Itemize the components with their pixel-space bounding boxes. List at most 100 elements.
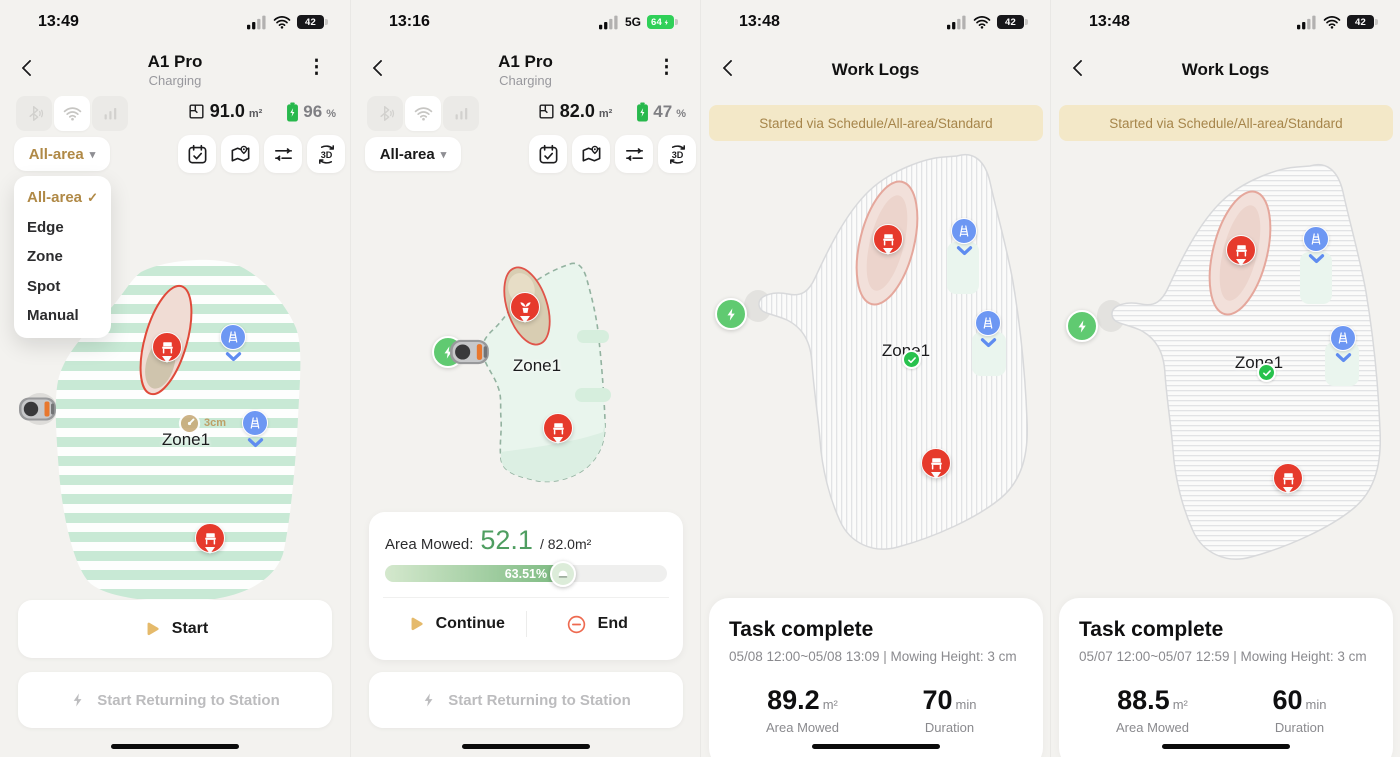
divider [525, 611, 527, 637]
continue-button[interactable]: Continue [385, 615, 526, 634]
mode-selector[interactable]: All-area ▾ [365, 137, 461, 171]
wifi-mode-icon[interactable] [54, 96, 90, 131]
status-time: 13:48 [1089, 13, 1130, 30]
chair-icon [550, 420, 567, 437]
area-value: 91.0 [209, 101, 245, 121]
progress-percent: 63.51% [504, 566, 548, 581]
chair-icon [202, 530, 219, 547]
zone-label[interactable]: Zone1 [512, 356, 562, 375]
map-manage-button[interactable] [221, 135, 259, 173]
obstacle-chair-marker[interactable] [1273, 463, 1303, 493]
obstacle-ladder-marker[interactable] [1330, 325, 1356, 351]
chevron-down-icon [225, 352, 242, 362]
mower-robot-icon[interactable] [18, 396, 58, 427]
task-meta: 05/08 12:00~05/08 13:09 | Mowing Height:… [729, 649, 1017, 664]
area-icon [537, 102, 556, 121]
mode-selector-label: All-area [28, 145, 84, 163]
progress-card: Area Mowed: 52.1 / 82.0m² 63.51% Continu… [369, 512, 683, 660]
progress-fill: 63.51% [385, 560, 577, 587]
ladder-icon [1335, 330, 1351, 346]
stat-area-mowed: 88.5 m² Area Mowed [1116, 685, 1189, 735]
obstacle-chair-marker[interactable] [921, 448, 951, 478]
device-stats: 82.0 m² 47 % [537, 101, 686, 122]
header: Work Logs [701, 48, 1050, 94]
schedule-button[interactable] [178, 135, 216, 173]
view-3d-button[interactable] [307, 135, 345, 173]
progress-thumb[interactable] [550, 560, 577, 587]
robot-head-icon [555, 566, 571, 582]
mow-height-label: 3cm [204, 417, 227, 429]
header: A1 Pro Charging ⋮ [0, 48, 350, 94]
obstacle-plant-marker[interactable] [510, 292, 540, 322]
map-toolbar [178, 135, 345, 173]
obstacle-chair-marker[interactable] [543, 413, 573, 443]
bluetooth-icon[interactable] [16, 96, 52, 131]
battery-green-icon [286, 102, 299, 122]
menu-item-spot[interactable]: Spot [27, 277, 61, 295]
zone-complete-check-icon [1257, 363, 1276, 382]
obstacle-ladder-marker[interactable] [951, 218, 977, 244]
chair-icon [159, 339, 176, 356]
area-icon [187, 102, 206, 121]
obstacle-ladder-marker[interactable] [242, 410, 268, 436]
chair-icon [1233, 242, 1250, 259]
return-to-station-button[interactable]: Start Returning to Station [369, 672, 683, 728]
battery-icon: 42 [997, 15, 1028, 29]
obstacle-ladder-marker[interactable] [975, 310, 1001, 336]
signal-bars-icon[interactable] [92, 96, 128, 131]
page-title: Work Logs [831, 60, 920, 79]
task-meta: 05/07 12:00~05/07 12:59 | Mowing Height:… [1079, 649, 1367, 664]
obstacle-chair-marker[interactable] [1226, 235, 1256, 265]
zone-label[interactable]: Zone1 [161, 430, 211, 449]
cellular-signal-icon [947, 15, 967, 30]
connectivity-segmented-control [367, 96, 479, 131]
obstacle-ladder-marker[interactable] [1303, 226, 1329, 252]
rotate-3d-icon [666, 143, 689, 166]
mower-robot-icon[interactable] [449, 338, 491, 371]
menu-item-all-area[interactable]: All-area ✓ [27, 189, 98, 207]
header: Work Logs [1051, 48, 1400, 94]
obstacle-ladder-marker[interactable] [220, 324, 246, 350]
mode-dropdown-menu: All-area ✓ Edge Zone Spot Manual [14, 176, 111, 338]
mode-selector[interactable]: All-area ▾ [14, 137, 110, 171]
cellular-signal-icon [247, 15, 267, 30]
signal-bars-icon[interactable] [443, 96, 479, 131]
status-time: 13:16 [389, 13, 430, 30]
map-pin-icon [580, 143, 603, 166]
end-button[interactable]: End [527, 614, 668, 635]
more-menu-icon[interactable]: ⋮ [307, 57, 326, 78]
chevron-down-icon [956, 246, 973, 256]
wifi-mode-icon[interactable] [405, 96, 441, 131]
obstacle-chair-marker[interactable] [195, 523, 225, 553]
charging-station-icon[interactable] [1066, 310, 1098, 342]
view-3d-button[interactable] [658, 135, 696, 173]
rotate-3d-icon [315, 143, 338, 166]
bluetooth-icon[interactable] [367, 96, 403, 131]
start-button[interactable]: Start [18, 600, 332, 658]
task-summary-card: Task complete 05/08 12:00~05/08 13:09 | … [709, 598, 1043, 757]
more-menu-icon[interactable]: ⋮ [657, 57, 676, 78]
map-manage-button[interactable] [572, 135, 610, 173]
page-title: A1 Pro [147, 52, 203, 71]
task-title: Task complete [729, 618, 874, 641]
ladder-icon [1308, 231, 1324, 247]
map-area-stat: 82.0 m² [537, 101, 612, 122]
page-title: A1 Pro [498, 52, 553, 71]
menu-item-edge[interactable]: Edge [27, 218, 64, 236]
cellular-signal-icon [599, 15, 619, 30]
obstacle-chair-marker[interactable] [873, 224, 903, 254]
schedule-button[interactable] [529, 135, 567, 173]
chevron-down-icon [1335, 353, 1352, 363]
menu-item-zone[interactable]: Zone [27, 248, 63, 266]
status-time: 13:48 [739, 13, 780, 30]
charging-station-icon[interactable] [715, 298, 747, 330]
battery-value: 47 [653, 101, 673, 121]
settings-button[interactable] [615, 135, 653, 173]
stat-area-mowed: 89.2 m² Area Mowed [766, 685, 839, 735]
status-time: 13:49 [38, 13, 79, 30]
obstacle-chair-marker[interactable] [152, 332, 182, 362]
menu-item-manual[interactable]: Manual [27, 307, 79, 325]
return-to-station-button[interactable]: Start Returning to Station [18, 672, 332, 728]
wifi-icon [1323, 15, 1341, 29]
settings-button[interactable] [264, 135, 302, 173]
